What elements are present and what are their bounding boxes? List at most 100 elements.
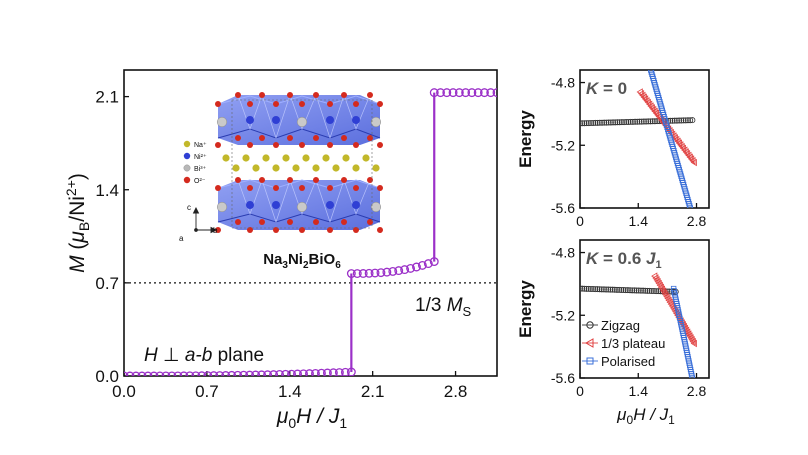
magnetization-point — [328, 368, 338, 376]
magnetization-point — [340, 367, 350, 376]
zigzag-point — [580, 285, 583, 292]
zigzag-point — [633, 287, 640, 294]
oxygen-atom — [287, 177, 293, 183]
zigzag-point — [599, 119, 606, 126]
zigzag-point — [580, 120, 583, 127]
magnetization-point — [173, 371, 183, 376]
zigzag-point — [616, 286, 623, 293]
oxygen-atom — [247, 142, 253, 148]
oxygen-atom — [341, 177, 347, 183]
zigzag-point — [640, 287, 647, 294]
polarised-marker-icon — [586, 357, 594, 365]
zigzag-point — [580, 120, 586, 127]
magnetization-point — [400, 265, 410, 275]
energy-panel-k0: 0 1.4 2.8 -4.8 -5.2 -5.6 Energy K = 0 — [516, 69, 710, 229]
main-y-ticks: 0.0 0.7 1.4 2.1 — [95, 88, 129, 386]
zigzag-point — [638, 118, 645, 125]
zigzag-point — [616, 119, 623, 126]
magnetization-point — [149, 371, 159, 376]
legend-polarised: Polarised — [582, 354, 655, 369]
oxygen-atom — [215, 142, 221, 148]
plateau-point — [690, 158, 697, 167]
zigzag-point — [612, 119, 619, 126]
magnetization-point — [227, 370, 237, 376]
zigzag-point — [618, 119, 625, 126]
nickel-atom — [246, 116, 254, 124]
zigzag-point — [637, 287, 644, 294]
bismuth-atom — [296, 201, 308, 213]
main-plot-frame — [123, 69, 498, 377]
bismuth-atom — [216, 201, 228, 213]
plateau-marker-icon — [584, 338, 594, 348]
zigzag-point — [653, 288, 660, 295]
oxygen-atom — [377, 101, 383, 107]
zigzag-point — [647, 118, 654, 125]
plateau-point — [658, 285, 665, 293]
unit-cell-outline — [231, 99, 373, 229]
compound-formula: Na3Ni2BiO6 — [263, 251, 341, 271]
magnetization-point — [161, 371, 171, 376]
1-y-tick-label: -5.6 — [551, 200, 575, 216]
bottom-panel-label: K = 0.6 J1 — [586, 249, 662, 271]
nickel-atom — [326, 116, 334, 124]
zigzag-point — [594, 286, 601, 293]
magnetization-point — [185, 371, 195, 376]
sodium-atom — [372, 164, 380, 172]
magnetization-point — [388, 266, 398, 276]
magnetization-point — [257, 370, 267, 376]
oxygen-atom — [327, 101, 333, 107]
2-x-tick-label: 2.8 — [687, 383, 707, 399]
oxygen-atom — [259, 177, 265, 183]
magnetization-point — [191, 371, 201, 376]
1-y-tick-label: -5.2 — [551, 137, 575, 153]
magnetization-point — [454, 88, 464, 98]
zigzag-point — [684, 117, 691, 124]
oxygen-atom — [215, 101, 221, 107]
plateau-point — [685, 330, 692, 338]
oxygen-atom — [273, 185, 279, 191]
magnetization-point — [155, 371, 165, 376]
magnetization-point — [346, 269, 356, 279]
0-x-tick-label: 2.8 — [444, 382, 468, 401]
legend-polarised-label: Polarised — [601, 354, 655, 369]
magnetization-point — [233, 370, 243, 376]
bottom-y-ticks: -4.8 -5.2 -5.6 — [551, 245, 585, 386]
nickel-atom — [352, 201, 360, 209]
sodium-atom — [292, 164, 300, 172]
zigzag-point — [622, 287, 629, 294]
oxygen-atom — [353, 101, 359, 107]
oxygen-atom — [235, 219, 241, 225]
oxygen-atom — [341, 219, 347, 225]
oxygen-atom — [353, 185, 359, 191]
field-direction-annotation: H ⊥ a-b plane — [144, 345, 264, 366]
oxygen-atom — [235, 177, 241, 183]
bismuth-atom — [370, 116, 382, 128]
magnetization-point — [442, 88, 452, 98]
main-x-ticks: 0.0 0.7 1.4 2.1 2.8 — [112, 371, 467, 401]
0-x-tick-label: 2.1 — [361, 382, 385, 401]
zigzag-point — [596, 286, 603, 293]
lower-octahedral-layer — [215, 177, 383, 233]
magnetization-point — [364, 268, 374, 278]
magnetization-point — [352, 269, 362, 278]
oxygen-atom — [299, 227, 305, 233]
na-atom-icon — [183, 140, 191, 148]
zigzag-point — [678, 117, 685, 124]
zigzag-point — [601, 119, 608, 126]
oxygen-atom — [377, 142, 383, 148]
top-x-ticks: 0 1.4 2.8 — [576, 203, 706, 229]
bottom-series — [580, 272, 697, 378]
legend-na: Na⁺ — [183, 140, 207, 149]
magnetization-point — [299, 369, 308, 376]
magnetization-point — [448, 88, 458, 98]
legend-o: O²⁻ — [183, 176, 206, 185]
legend-plateau: 1/3 plateau — [582, 336, 665, 351]
zigzag-point — [625, 118, 632, 125]
plateau-point — [687, 334, 694, 342]
sodium-atom — [332, 164, 340, 172]
zigzag-point — [611, 286, 618, 293]
nickel-atom — [246, 201, 254, 209]
magnetization-point — [209, 371, 219, 376]
plateau-point — [663, 292, 670, 301]
top-y-ticks: -4.8 -5.2 -5.6 — [551, 75, 585, 216]
